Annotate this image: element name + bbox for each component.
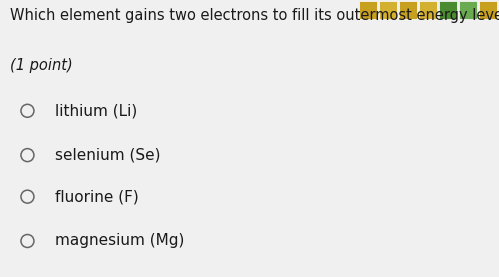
FancyBboxPatch shape	[459, 1, 477, 19]
FancyBboxPatch shape	[439, 1, 457, 19]
Text: magnesium (Mg): magnesium (Mg)	[55, 234, 184, 248]
Text: Which element gains two electrons to fill its outermost energy level?: Which element gains two electrons to fil…	[10, 8, 499, 23]
FancyBboxPatch shape	[479, 1, 497, 19]
FancyBboxPatch shape	[359, 1, 377, 19]
Text: fluorine (F): fluorine (F)	[55, 189, 139, 204]
Text: selenium (Se): selenium (Se)	[55, 148, 160, 163]
Text: lithium (Li): lithium (Li)	[55, 103, 137, 118]
FancyBboxPatch shape	[399, 1, 417, 19]
Text: (1 point): (1 point)	[10, 58, 73, 73]
FancyBboxPatch shape	[419, 1, 437, 19]
FancyBboxPatch shape	[379, 1, 397, 19]
